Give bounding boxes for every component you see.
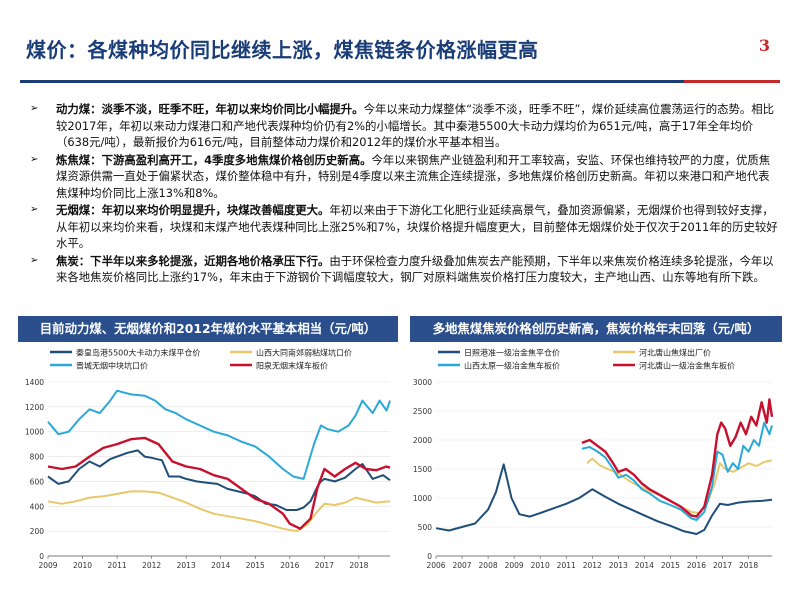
x-tick-label: 2013 bbox=[609, 561, 628, 570]
legend-label: 河北唐山焦煤出厂价 bbox=[639, 348, 711, 358]
y-tick-label: 0 bbox=[39, 552, 44, 561]
bullet-item: ➢ 焦炭：下半年以来多轮提涨，近期各地价格承压下行。由于环保检查力度升级叠加焦炭… bbox=[30, 253, 778, 286]
series-line bbox=[47, 449, 391, 511]
x-tick-label: 2017 bbox=[315, 561, 334, 570]
series-line bbox=[581, 421, 773, 521]
series-line bbox=[47, 436, 391, 530]
page-number: 3 bbox=[758, 36, 770, 55]
y-tick-label: 400 bbox=[30, 502, 45, 511]
x-tick-label: 2014 bbox=[635, 561, 654, 570]
bullet-item: ➢ 无烟煤：年初以来均价明显提升，块煤改善幅度更大。年初以来由于下游化工化肥行业… bbox=[30, 202, 778, 252]
bullet-body: 年初以来由于下游化工化肥行业延续高景气，叠加资源偏紧，无烟煤价也得到较好支撑，从… bbox=[56, 203, 778, 250]
y-tick-label: 1000 bbox=[413, 494, 432, 503]
y-tick-label: 1000 bbox=[25, 428, 44, 437]
bullet-body: 今年以来动力煤整体“淡季不淡，旺季不旺”，煤价延续高位震荡运行的态势。相比较20… bbox=[56, 102, 775, 149]
bullet-item: ➢ 炼焦煤：下游高盈利高开工，4季度多地焦煤价格创历史新高。今年以来钢焦产业链盈… bbox=[30, 152, 778, 202]
slide-title: 煤价：各煤种均价同比继续上涨，煤焦链条价格涨幅更高 bbox=[26, 38, 539, 62]
y-tick-label: 2000 bbox=[413, 436, 432, 445]
chart-title-left: 目前动力煤、无烟煤价和2012年煤价水平基本相当（元/吨） bbox=[18, 316, 398, 342]
y-tick-label: 600 bbox=[30, 477, 45, 486]
x-tick-label: 2011 bbox=[108, 561, 127, 570]
legend-label: 山西大同南郊弱粘煤坑口价 bbox=[256, 348, 352, 358]
y-tick-label: 1400 bbox=[25, 378, 44, 387]
series-line bbox=[581, 398, 774, 518]
bullet-arrow-icon: ➢ bbox=[30, 153, 39, 165]
legend-label: 山西太原一级冶金焦车板价 bbox=[464, 361, 560, 371]
bullet-item: ➢ 动力煤：淡季不淡，旺季不旺，年初以来均价同比小幅提升。今年以来动力煤整体“淡… bbox=[30, 101, 778, 151]
bullet-heading: 焦炭：下半年以来多轮提涨，近期各地价格承压下行。 bbox=[56, 253, 330, 268]
series-line bbox=[47, 389, 391, 480]
x-tick-label: 2010 bbox=[73, 561, 92, 570]
x-tick-label: 2015 bbox=[246, 561, 265, 570]
y-tick-label: 1200 bbox=[25, 403, 44, 412]
x-tick-label: 2006 bbox=[426, 561, 445, 570]
x-tick-label: 2010 bbox=[531, 561, 550, 570]
divider-blue bbox=[20, 80, 780, 83]
bullet-list: ➢ 动力煤：淡季不淡，旺季不旺，年初以来均价同比小幅提升。今年以来动力煤整体“淡… bbox=[30, 101, 778, 287]
x-tick-label: 2015 bbox=[661, 561, 680, 570]
legend-label: 阳泉无烟末煤车板价 bbox=[256, 361, 328, 371]
bullet-heading: 无烟煤：年初以来均价明显提升，块煤改善幅度更大。 bbox=[56, 203, 330, 217]
bullet-heading: 炼焦煤：下游高盈利高开工，4季度多地焦煤价格创历史新高。 bbox=[56, 152, 372, 167]
x-tick-label: 2009 bbox=[505, 561, 524, 570]
y-tick-label: 0 bbox=[427, 552, 432, 561]
y-tick-label: 3000 bbox=[413, 378, 432, 387]
bullet-arrow-icon: ➢ bbox=[30, 103, 39, 114]
x-tick-label: 2013 bbox=[177, 561, 196, 570]
series-line bbox=[435, 463, 773, 535]
y-tick-label: 800 bbox=[30, 453, 45, 462]
chart-title-right: 多地焦煤焦炭价格创历史新高，焦炭价格年末回落（元/吨） bbox=[410, 316, 782, 342]
x-tick-label: 2008 bbox=[479, 561, 498, 570]
bullet-body: 今年以来钢焦产业链盈利和开工率较高，安监、环保也维持较严的力度，优质焦煤资源供需… bbox=[56, 152, 771, 200]
y-tick-label: 1500 bbox=[413, 465, 432, 474]
legend-label: 日照港准一级冶金焦平仓价 bbox=[464, 348, 560, 358]
x-tick-label: 2011 bbox=[557, 561, 576, 570]
x-tick-label: 2014 bbox=[211, 561, 230, 570]
title-divider bbox=[20, 80, 780, 84]
series-line bbox=[47, 490, 391, 533]
x-tick-label: 2018 bbox=[739, 561, 758, 570]
bullet-arrow-icon: ➢ bbox=[30, 254, 39, 266]
legend-label: 秦皇岛港5500大卡动力末煤平仓价 bbox=[76, 348, 200, 358]
legend-label: 河北唐山一级冶金焦车板价 bbox=[639, 361, 735, 371]
x-tick-label: 2016 bbox=[687, 561, 706, 570]
x-tick-label: 2007 bbox=[452, 561, 471, 570]
x-tick-label: 2012 bbox=[583, 561, 602, 570]
y-tick-label: 500 bbox=[418, 523, 433, 532]
y-tick-label: 2500 bbox=[413, 407, 432, 416]
x-tick-label: 2016 bbox=[280, 561, 299, 570]
bullet-heading: 动力煤：淡季不淡，旺季不旺，年初以来均价同比小幅提升。 bbox=[56, 102, 364, 116]
x-tick-label: 2018 bbox=[349, 561, 368, 570]
bullet-arrow-icon: ➢ bbox=[30, 204, 39, 215]
x-tick-label: 2012 bbox=[142, 561, 161, 570]
x-tick-label: 2009 bbox=[38, 561, 57, 570]
x-tick-label: 2017 bbox=[713, 561, 732, 570]
divider-red bbox=[684, 80, 780, 83]
y-tick-label: 200 bbox=[30, 527, 45, 536]
bullet-body: 由于环保检查力度升级叠加焦炭去产能预期，下半年以来焦炭价格连续多轮提涨，今年以来… bbox=[56, 253, 774, 285]
legend-label: 晋城无烟中块坑口价 bbox=[76, 361, 148, 371]
